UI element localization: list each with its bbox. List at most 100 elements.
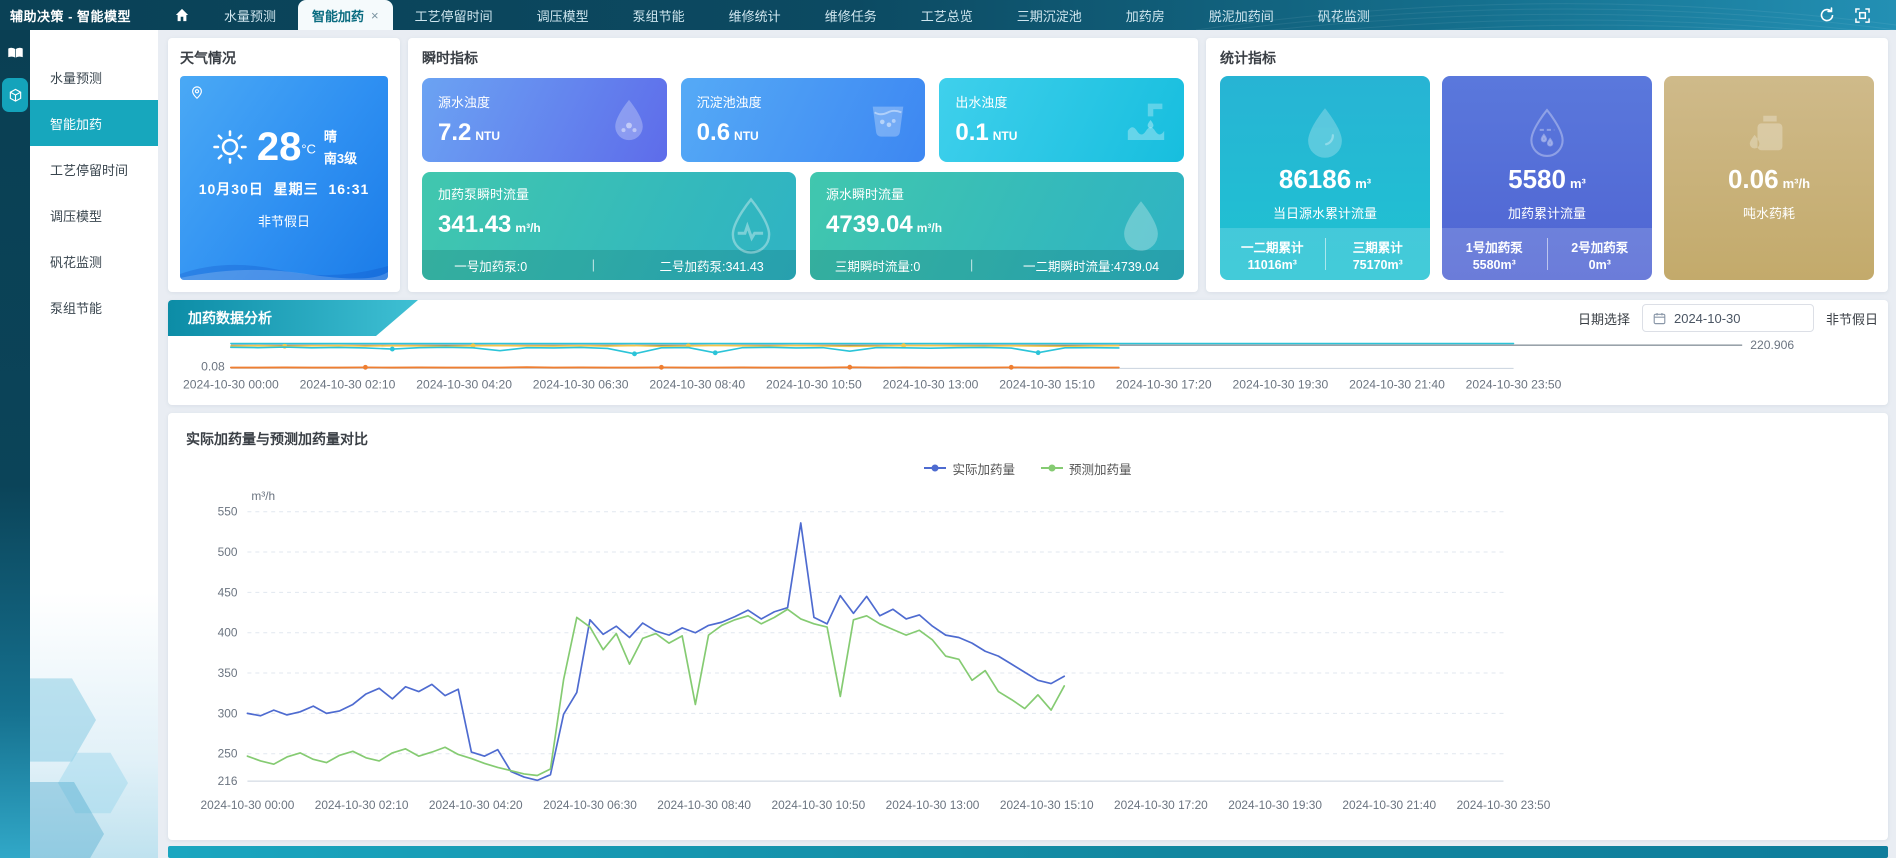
- tab-pump-saving[interactable]: 泵组节能: [611, 0, 707, 30]
- sidebar-item-smart-dosing[interactable]: 智能加药: [30, 100, 158, 146]
- date-value: 2024-10-30: [1674, 311, 1741, 326]
- weather-section-title: 天气情况: [180, 48, 388, 68]
- svg-text:2024-10-30 21:40: 2024-10-30 21:40: [1349, 378, 1445, 392]
- temperature-value: 28: [257, 125, 302, 169]
- raw-water-flow-value: 4739.04: [826, 211, 913, 238]
- bottom-accent-strip: [168, 846, 1888, 858]
- top-bar: 辅助决策 - 智能模型 水量预测 智能加药× 工艺停留时间 调压模型 泵组节能 …: [0, 0, 1896, 30]
- svg-text:2024-10-30 10:50: 2024-10-30 10:50: [766, 378, 862, 392]
- sun-icon: [211, 128, 249, 166]
- statistics-card: 统计指标 86186m³ 当日源水累计流量 一二期累计11016m³ 三期累计7…: [1206, 38, 1888, 292]
- dosing-total-breakdown: 1号加药泵5580m³ 2号加药泵0m³: [1442, 228, 1652, 280]
- sidebar: 水量预测 智能加药 工艺停留时间 调压模型 矾花监测 泵组节能: [0, 30, 158, 858]
- sidebar-item-process-retention[interactable]: 工艺停留时间: [30, 146, 158, 192]
- cup-icon: [867, 99, 909, 141]
- svg-text:2024-10-30 23:50: 2024-10-30 23:50: [1457, 798, 1551, 812]
- svg-text:2024-10-30 13:00: 2024-10-30 13:00: [883, 378, 979, 392]
- dosing-total-card: 5580m³ 加药累计流量 1号加药泵5580m³ 2号加药泵0m³: [1442, 76, 1652, 280]
- svg-text:2024-10-30 02:10: 2024-10-30 02:10: [315, 798, 409, 812]
- daily-raw-water-total-value: 86186m³: [1279, 164, 1371, 195]
- fullscreen-icon[interactable]: [1855, 8, 1870, 23]
- tab-phase3-sedimentation[interactable]: 三期沉淀池: [995, 0, 1104, 30]
- sidebar-icon-rail: [0, 30, 30, 858]
- svg-text:400: 400: [218, 625, 238, 639]
- outflow-icon: [1124, 100, 1168, 140]
- svg-text:2024-10-30 15:10: 2024-10-30 15:10: [999, 378, 1095, 392]
- outflow-turbidity-value: 0.1: [955, 119, 988, 146]
- sidebar-menu: 水量预测 智能加药 工艺停留时间 调压模型 矾花监测 泵组节能: [30, 30, 158, 858]
- holiday-flag: 非节假日: [1826, 309, 1878, 328]
- chart-legend: 实际加药量 预测加药量: [186, 459, 1870, 478]
- droplet-dots-icon: [1522, 108, 1572, 158]
- date-picker-input[interactable]: 2024-10-30: [1642, 304, 1814, 332]
- droplet-icon: [1298, 106, 1352, 160]
- dosing-pump-flow-value: 341.43: [438, 211, 511, 238]
- sidebar-item-floc-monitor[interactable]: 矾花监测: [30, 238, 158, 284]
- instant-section-title: 瞬时指标: [422, 48, 1184, 68]
- svg-text:550: 550: [218, 504, 238, 518]
- location-icon: [190, 86, 204, 100]
- sidebar-item-water-forecast[interactable]: 水量预测: [30, 54, 158, 100]
- svg-text:2024-10-30 08:40: 2024-10-30 08:40: [649, 378, 745, 392]
- tab-repair-tasks[interactable]: 维修任务: [803, 0, 899, 30]
- svg-text:2024-10-30 00:00: 2024-10-30 00:00: [183, 378, 279, 392]
- svg-text:2024-10-30 15:10: 2024-10-30 15:10: [1000, 798, 1094, 812]
- raw-water-flow-breakdown: 三期瞬时流量:0|一二期瞬时流量:4739.04: [810, 250, 1184, 280]
- legend-actual-dosing[interactable]: 实际加药量: [924, 459, 1015, 478]
- comparison-chart-card: 实际加药量与预测加药量对比 实际加药量 预测加药量 21625030035040…: [168, 413, 1888, 840]
- raw-water-turbidity-value: 7.2: [438, 119, 471, 146]
- date-select-label: 日期选择: [1578, 309, 1630, 328]
- svg-text:2024-10-30 04:20: 2024-10-30 04:20: [416, 378, 512, 392]
- daily-raw-water-total-card: 86186m³ 当日源水累计流量 一二期累计11016m³ 三期累计75170m…: [1220, 76, 1430, 280]
- sidebar-item-pump-saving[interactable]: 泵组节能: [30, 284, 158, 330]
- svg-text:2024-10-30 17:20: 2024-10-30 17:20: [1116, 378, 1212, 392]
- svg-text:2024-10-30 06:30: 2024-10-30 06:30: [533, 378, 629, 392]
- tab-dosing-room[interactable]: 加药房: [1104, 0, 1187, 30]
- home-icon[interactable]: [162, 0, 202, 30]
- legend-predicted-dosing[interactable]: 预测加药量: [1041, 459, 1132, 478]
- close-icon[interactable]: ×: [371, 8, 379, 23]
- svg-text:2024-10-30 17:20: 2024-10-30 17:20: [1114, 798, 1208, 812]
- model-module-icon[interactable]: [2, 78, 28, 112]
- tab-pressure-model[interactable]: 调压模型: [515, 0, 611, 30]
- book-icon[interactable]: [7, 46, 24, 60]
- svg-text:m³/h: m³/h: [251, 489, 275, 503]
- app-title: 辅助决策 - 智能模型: [0, 0, 162, 30]
- chemical-consumption-value: 0.06m³/h: [1728, 164, 1810, 195]
- tab-sludge-dosing-room[interactable]: 脱泥加药间: [1187, 0, 1296, 30]
- tab-repair-stats[interactable]: 维修统计: [707, 0, 803, 30]
- droplet-icon: [1114, 199, 1168, 253]
- svg-text:2024-10-30 19:30: 2024-10-30 19:30: [1228, 798, 1322, 812]
- svg-text:0.08: 0.08: [201, 359, 225, 373]
- sedimentation-turbidity-value: 0.6: [697, 119, 730, 146]
- tab-smart-dosing[interactable]: 智能加药×: [298, 0, 393, 30]
- svg-text:2024-10-30 00:00: 2024-10-30 00:00: [201, 798, 295, 812]
- instant-indicators-card: 瞬时指标 源水浊度 7.2NTU 沉淀池浊度 0.6NTU: [408, 38, 1198, 292]
- weather-wind: 南3级: [324, 148, 357, 167]
- svg-text:350: 350: [218, 666, 238, 680]
- weather-condition: 晴: [324, 126, 357, 145]
- tab-floc-monitor[interactable]: 矾花监测: [1296, 0, 1392, 30]
- refresh-icon[interactable]: [1819, 7, 1835, 23]
- svg-text:2024-10-30 23:50: 2024-10-30 23:50: [1466, 378, 1562, 392]
- svg-text:216: 216: [218, 774, 238, 788]
- dosing-pump-flow-card: 加药泵瞬时流量 341.43m³/h 一号加药泵:0|二号加药泵:341.43: [422, 172, 796, 280]
- tab-process-retention[interactable]: 工艺停留时间: [393, 0, 515, 30]
- app-window: 辅助决策 - 智能模型 水量预测 智能加药× 工艺停留时间 调压模型 泵组节能 …: [0, 0, 1896, 858]
- wave-decoration: [180, 254, 388, 280]
- bottle-icon: [1746, 110, 1792, 156]
- main-content: 天气情况 28°C 晴 南3级 10月30日 星期三 16:: [158, 30, 1896, 858]
- weather-date: 10月30日 星期三 16:31: [199, 179, 370, 199]
- weather-holiday-flag: 非节假日: [258, 211, 310, 230]
- sidebar-item-pressure-model[interactable]: 调压模型: [30, 192, 158, 238]
- calendar-icon: [1653, 312, 1666, 325]
- raw-water-flow-card: 源水瞬时流量 4739.04m³/h 三期瞬时流量:0|一二期瞬时流量:4739…: [810, 172, 1184, 280]
- tab-water-forecast[interactable]: 水量预测: [202, 0, 298, 30]
- raw-water-turbidity-card: 源水浊度 7.2NTU: [422, 78, 667, 162]
- tab-process-overview[interactable]: 工艺总览: [899, 0, 995, 30]
- comparison-chart-title: 实际加药量与预测加药量对比: [186, 429, 1870, 449]
- svg-text:2024-10-30 04:20: 2024-10-30 04:20: [429, 798, 523, 812]
- temperature-unit: °C: [301, 141, 316, 156]
- dosing-mini-chart: 2024-10-30 00:002024-10-30 02:102024-10-…: [168, 336, 1888, 403]
- dosing-analysis-ribbon: 加药数据分析: [168, 300, 418, 336]
